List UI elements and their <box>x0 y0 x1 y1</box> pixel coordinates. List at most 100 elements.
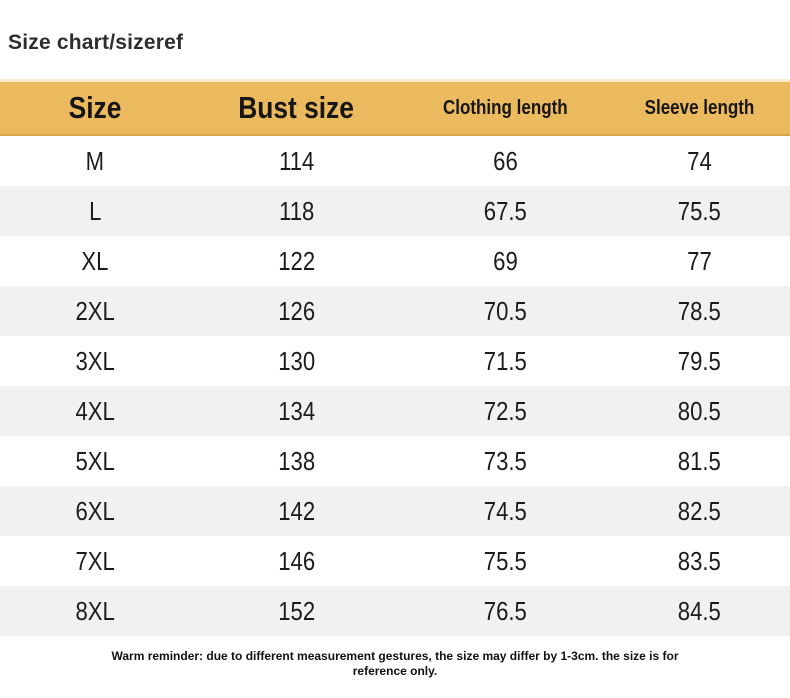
size-label-cell: M <box>0 146 190 177</box>
measurement-cell: 66 <box>403 146 608 177</box>
cell-value: 83.5 <box>677 545 721 576</box>
cell-value: 72.5 <box>484 395 528 426</box>
measurement-cell: 126 <box>190 296 403 327</box>
table-row: 2XL 126 70.5 78.5 <box>0 286 790 336</box>
cell-value: 74.5 <box>484 495 528 526</box>
size-label-cell: 7XL <box>0 546 190 577</box>
table-row: 3XL 130 71.5 79.5 <box>0 336 790 386</box>
cell-value: 76.5 <box>484 595 528 626</box>
cell-value: 142 <box>277 495 315 526</box>
cell-value: 78.5 <box>677 295 721 326</box>
measurement-cell: 69 <box>403 246 608 277</box>
measurement-cell: 138 <box>190 446 403 477</box>
cell-value: 146 <box>277 545 315 576</box>
measurement-cell: 134 <box>190 396 403 427</box>
table-row: 7XL 146 75.5 83.5 <box>0 536 790 586</box>
cell-value: 8XL <box>75 595 115 626</box>
cell-value: 67.5 <box>484 195 528 226</box>
measurement-cell: 78.5 <box>608 296 790 327</box>
size-label-cell: 6XL <box>0 496 190 527</box>
cell-value: 5XL <box>75 445 115 476</box>
measurement-cell: 73.5 <box>403 446 608 477</box>
measurement-cell: 80.5 <box>608 396 790 427</box>
cell-value: 3XL <box>75 345 115 376</box>
table-row: L 118 67.5 75.5 <box>0 186 790 236</box>
cell-value: 126 <box>277 295 315 326</box>
cell-value: 75.5 <box>677 195 721 226</box>
measurement-cell: 114 <box>190 146 403 177</box>
cell-value: 80.5 <box>677 395 721 426</box>
cell-value: 134 <box>277 395 315 426</box>
reminder-note: Warm reminder: due to different measurem… <box>0 649 790 679</box>
cell-value: 75.5 <box>484 545 528 576</box>
column-header: Bust size <box>190 90 403 126</box>
column-header-label: Bust size <box>238 90 355 125</box>
measurement-cell: 81.5 <box>608 446 790 477</box>
cell-value: 2XL <box>75 295 115 326</box>
size-label-cell: 3XL <box>0 346 190 377</box>
column-header-label: Clothing length <box>443 96 568 119</box>
measurement-cell: 79.5 <box>608 346 790 377</box>
cell-value: XL <box>81 245 109 276</box>
cell-value: 130 <box>277 345 315 376</box>
measurement-cell: 67.5 <box>403 196 608 227</box>
reminder-line: reference only. <box>352 664 438 678</box>
size-label-cell: 2XL <box>0 296 190 327</box>
measurement-cell: 74.5 <box>403 496 608 527</box>
table-row: XL 122 69 77 <box>0 236 790 286</box>
cell-value: 4XL <box>75 395 115 426</box>
measurement-cell: 71.5 <box>403 346 608 377</box>
measurement-cell: 76.5 <box>403 596 608 627</box>
table-row: 4XL 134 72.5 80.5 <box>0 386 790 436</box>
cell-value: 84.5 <box>677 595 721 626</box>
reminder-line: Warm reminder: due to different measurem… <box>111 649 679 663</box>
table-row: 6XL 142 74.5 82.5 <box>0 486 790 536</box>
cell-value: 77 <box>686 245 712 276</box>
measurement-cell: 83.5 <box>608 546 790 577</box>
table-row: 8XL 152 76.5 84.5 <box>0 586 790 636</box>
cell-value: 122 <box>277 245 315 276</box>
table-row: 5XL 138 73.5 81.5 <box>0 436 790 486</box>
cell-value: 70.5 <box>484 295 528 326</box>
size-label-cell: 5XL <box>0 446 190 477</box>
column-header: Size <box>0 90 190 126</box>
cell-value: 114 <box>278 145 314 176</box>
measurement-cell: 74 <box>608 146 790 177</box>
column-header-label: Sleeve length <box>644 96 754 119</box>
column-header-label: Size <box>68 90 122 125</box>
size-label-cell: 4XL <box>0 396 190 427</box>
cell-value: 71.5 <box>484 345 528 376</box>
cell-value: 152 <box>277 595 315 626</box>
measurement-cell: 84.5 <box>608 596 790 627</box>
table-body: M 114 66 74 L 118 67.5 75.5 XL 122 69 77 2XL 126 70.5 7… <box>0 136 790 636</box>
table-header-row: Size Bust size Clothing length Sleeve lengt… <box>0 79 790 136</box>
size-label-cell: 8XL <box>0 596 190 627</box>
cell-value: 118 <box>278 195 314 226</box>
cell-value: L <box>88 195 101 226</box>
measurement-cell: 72.5 <box>403 396 608 427</box>
cell-value: M <box>85 145 104 176</box>
column-header: Clothing length <box>403 97 608 120</box>
cell-value: 138 <box>277 445 315 476</box>
measurement-cell: 77 <box>608 246 790 277</box>
measurement-cell: 152 <box>190 596 403 627</box>
size-label-cell: XL <box>0 246 190 277</box>
table-row: M 114 66 74 <box>0 136 790 186</box>
measurement-cell: 146 <box>190 546 403 577</box>
cell-value: 7XL <box>75 545 115 576</box>
cell-value: 81.5 <box>677 445 721 476</box>
cell-value: 69 <box>493 245 518 276</box>
measurement-cell: 118 <box>190 196 403 227</box>
cell-value: 73.5 <box>484 445 528 476</box>
size-label-cell: L <box>0 196 190 227</box>
page-title: Size chart/sizeref <box>8 31 184 54</box>
column-header: Sleeve length <box>608 97 790 120</box>
size-chart-page: Size chart/sizeref Size Bust size Clothing… <box>0 31 790 679</box>
measurement-cell: 122 <box>190 246 403 277</box>
measurement-cell: 75.5 <box>608 196 790 227</box>
measurement-cell: 130 <box>190 346 403 377</box>
cell-value: 6XL <box>75 495 115 526</box>
cell-value: 82.5 <box>677 495 721 526</box>
measurement-cell: 70.5 <box>403 296 608 327</box>
measurement-cell: 142 <box>190 496 403 527</box>
